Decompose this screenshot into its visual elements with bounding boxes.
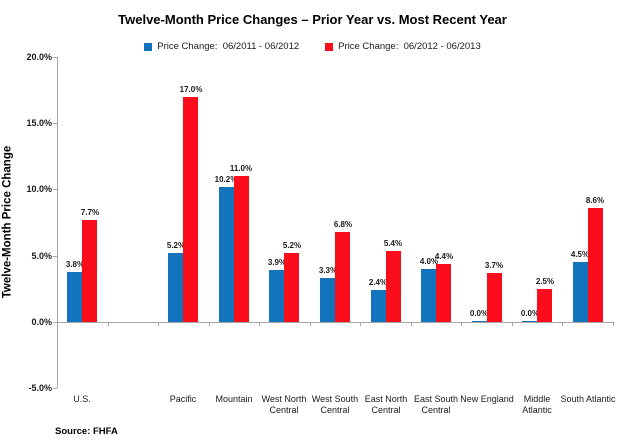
x-tick-mark bbox=[57, 322, 58, 326]
y-tick-label: 20.0% bbox=[26, 52, 52, 62]
bar-prior bbox=[67, 272, 82, 322]
x-tick-mark bbox=[360, 322, 361, 326]
bar-prior bbox=[269, 270, 284, 322]
x-tick-mark bbox=[562, 322, 563, 326]
bar-value-label: 10.2% bbox=[214, 175, 238, 184]
bar-prior bbox=[421, 269, 436, 322]
category-label: West North Central bbox=[261, 394, 307, 416]
y-tick-mark bbox=[53, 388, 57, 389]
category-label: East South Central bbox=[413, 394, 459, 416]
bar-value-label: 4.0% bbox=[419, 257, 439, 266]
y-tick-label: 10.0% bbox=[26, 184, 52, 194]
y-tick-mark bbox=[53, 189, 57, 190]
bar-recent bbox=[284, 253, 299, 322]
category-label: West South Central bbox=[311, 394, 359, 416]
bar-prior bbox=[472, 321, 487, 322]
bar-value-label: 8.6% bbox=[585, 196, 605, 205]
x-tick-mark bbox=[158, 322, 159, 326]
bar-recent bbox=[183, 97, 198, 322]
y-tick-label: 15.0% bbox=[26, 118, 52, 128]
category-label: Pacific bbox=[169, 394, 197, 404]
x-axis-line bbox=[57, 322, 613, 323]
bar-recent bbox=[234, 176, 249, 322]
bar-recent bbox=[386, 251, 401, 322]
bar-prior bbox=[320, 278, 335, 322]
bar-recent bbox=[436, 264, 451, 322]
x-tick-mark bbox=[411, 322, 412, 326]
bar-recent bbox=[487, 273, 502, 322]
category-label: U.S. bbox=[73, 394, 91, 404]
source-note: Source: FHFA bbox=[55, 426, 118, 437]
bar-value-label: 5.2% bbox=[166, 241, 186, 250]
bar-recent bbox=[537, 289, 552, 322]
bar-value-label: 17.0% bbox=[179, 85, 203, 94]
x-tick-mark bbox=[461, 322, 462, 326]
legend-swatch-blue-icon bbox=[144, 42, 153, 51]
category-label: East North Central bbox=[364, 394, 408, 416]
legend-label-recent-year: Price Change: 06/2012 - 06/2013 bbox=[338, 41, 481, 52]
bar-value-label: 0.0% bbox=[520, 309, 540, 318]
bar-value-label: 3.9% bbox=[267, 258, 287, 267]
bar-prior bbox=[573, 262, 588, 322]
y-tick-label: 0.0% bbox=[31, 317, 52, 327]
bar-value-label: 11.0% bbox=[229, 164, 253, 173]
bar-value-label: 6.8% bbox=[333, 220, 353, 229]
legend-swatch-red-icon bbox=[325, 42, 334, 51]
bar-value-label: 4.4% bbox=[434, 252, 454, 261]
bar-value-label: 3.8% bbox=[65, 260, 85, 269]
y-tick-mark bbox=[53, 123, 57, 124]
legend-item-recent-year: Price Change: 06/2012 - 06/2013 bbox=[325, 41, 481, 52]
bar-value-label: 3.3% bbox=[318, 266, 338, 275]
category-label: Mountain bbox=[215, 394, 253, 404]
x-tick-mark bbox=[613, 322, 614, 326]
bar-prior bbox=[522, 321, 537, 322]
bar-prior bbox=[168, 253, 183, 322]
bar-value-label: 0.0% bbox=[469, 309, 489, 318]
chart-legend: Price Change: 06/2011 - 06/2012 Price Ch… bbox=[0, 41, 625, 52]
y-tick-mark bbox=[53, 322, 57, 323]
legend-label-prior-year: Price Change: 06/2011 - 06/2012 bbox=[157, 41, 300, 52]
bar-prior bbox=[219, 187, 234, 322]
x-tick-mark bbox=[108, 322, 109, 326]
bar-value-label: 5.2% bbox=[282, 241, 302, 250]
bar-value-label: 4.5% bbox=[570, 250, 590, 259]
x-tick-mark bbox=[259, 322, 260, 326]
bar-value-label: 3.7% bbox=[484, 261, 504, 270]
bar-value-label: 2.5% bbox=[535, 277, 555, 286]
x-tick-mark bbox=[209, 322, 210, 326]
y-tick-mark bbox=[53, 256, 57, 257]
category-label: South Atlantic bbox=[560, 394, 616, 404]
x-tick-mark bbox=[512, 322, 513, 326]
bar-value-label: 7.7% bbox=[80, 208, 100, 217]
y-axis-line bbox=[57, 57, 58, 388]
chart-title: Twelve-Month Price Changes – Prior Year … bbox=[118, 12, 507, 27]
category-label: Middle Atlantic bbox=[522, 394, 552, 416]
bar-recent bbox=[335, 232, 350, 322]
bar-value-label: 2.4% bbox=[368, 278, 388, 287]
category-label: New England bbox=[460, 394, 514, 404]
y-tick-mark bbox=[53, 57, 57, 58]
bar-recent bbox=[588, 208, 603, 322]
legend-item-prior-year: Price Change: 06/2011 - 06/2012 bbox=[144, 41, 299, 52]
bar-value-label: 5.4% bbox=[383, 239, 403, 248]
y-tick-label: -5.0% bbox=[28, 383, 52, 393]
bar-recent bbox=[82, 220, 97, 322]
y-axis-title: Twelve-Month Price Change bbox=[1, 145, 14, 299]
y-tick-label: 5.0% bbox=[31, 251, 52, 261]
bar-prior bbox=[371, 290, 386, 322]
x-tick-mark bbox=[310, 322, 311, 326]
